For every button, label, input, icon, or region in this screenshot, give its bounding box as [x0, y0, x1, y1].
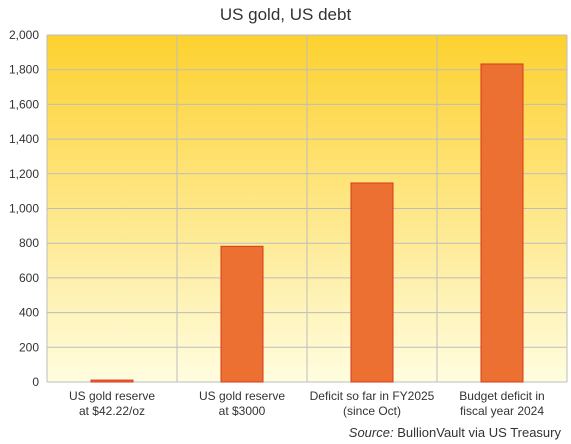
gridlines: [46, 34, 568, 383]
y-tick-label: 200: [19, 340, 39, 354]
source-prefix: Source:: [348, 425, 394, 440]
y-tick-label: 800: [19, 236, 39, 250]
y-tick-label: 2,000: [9, 28, 39, 42]
x-category-label: Budget deficit in: [459, 389, 544, 403]
y-tick-label: 600: [19, 271, 39, 285]
y-tick-label: 0: [32, 375, 39, 389]
bar: [220, 245, 264, 383]
y-tick-label: 1,600: [9, 97, 39, 111]
y-tick-label: 1,000: [9, 202, 39, 216]
chart-title: US gold, US debt: [219, 5, 352, 24]
x-category-label: US gold reserve: [69, 389, 155, 403]
x-category-label: (since Oct): [343, 404, 401, 418]
bar: [90, 379, 134, 383]
bar: [480, 63, 524, 383]
x-category-label: fiscal year 2024: [460, 404, 544, 418]
bars: [90, 63, 524, 383]
y-tick-label: 400: [19, 306, 39, 320]
y-axis-ticks: 0 200 400 600 800 1,000 1,200 1,400 1,600 1,800 2,…: [9, 28, 39, 389]
y-tick-label: 1,800: [9, 63, 39, 77]
x-category-label: US gold reserve: [199, 389, 285, 403]
bar: [350, 182, 394, 383]
source-note: Source: BullionVault via US Treasury: [349, 425, 561, 440]
source-text: BullionVault via US Treasury: [397, 425, 561, 440]
x-category-label: Deficit so far in FY2025: [310, 389, 435, 403]
x-category-label: at $3000: [219, 404, 266, 418]
x-category-label: at $42.22/oz: [79, 404, 145, 418]
y-tick-label: 1,200: [9, 167, 39, 181]
y-tick-label: 1,400: [9, 132, 39, 146]
